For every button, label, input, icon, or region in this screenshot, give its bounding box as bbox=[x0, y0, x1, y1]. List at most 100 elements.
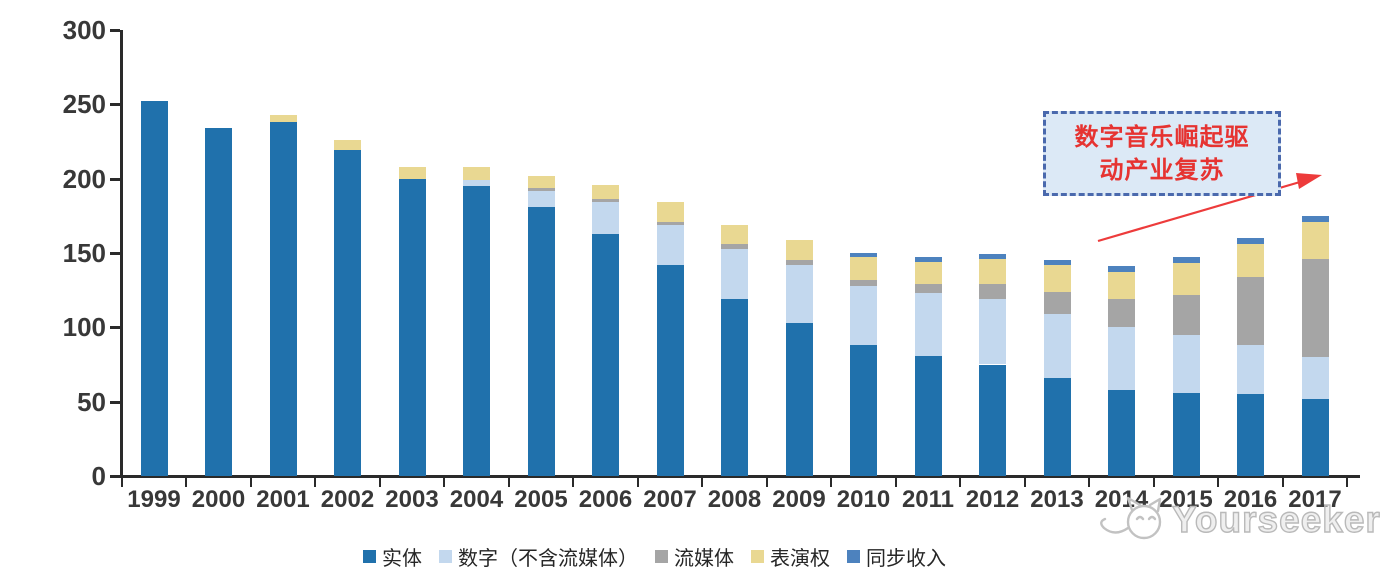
annotation-line-2: 动产业复苏 bbox=[1099, 156, 1225, 184]
bar-segment-physical bbox=[1043, 377, 1071, 476]
legend-swatch-streaming bbox=[655, 550, 668, 563]
bar-segment-streaming bbox=[592, 199, 619, 203]
x-axis-label: 2001 bbox=[256, 486, 310, 513]
x-axis-label: 2015 bbox=[1159, 486, 1213, 513]
bar-segment-performance-rights bbox=[785, 239, 813, 261]
legend-swatch-sync-revenue bbox=[847, 550, 860, 563]
y-axis-tick bbox=[110, 326, 120, 330]
bar-segment-digital-ex-streaming bbox=[785, 264, 813, 323]
bar-segment-physical bbox=[1301, 398, 1329, 476]
y-axis-label: 50 bbox=[77, 386, 106, 417]
bar-segment-digital-ex-streaming bbox=[1172, 334, 1200, 393]
bar-segment-physical bbox=[1172, 392, 1200, 476]
legend-label-digital-ex-streaming: 数字（不含流媒体） bbox=[458, 548, 638, 570]
x-axis-label: 2010 bbox=[836, 486, 891, 513]
y-axis-label: 200 bbox=[62, 163, 106, 194]
bar-segment-physical bbox=[398, 178, 426, 476]
x-axis-tick bbox=[636, 478, 639, 487]
x-axis-tick bbox=[959, 478, 962, 487]
bar-segment-performance-rights bbox=[463, 166, 490, 181]
x-axis-tick bbox=[378, 478, 381, 487]
x-axis-label: 2016 bbox=[1223, 486, 1278, 513]
legend-item-physical: 实体 bbox=[363, 542, 422, 571]
bar-segment-physical bbox=[269, 122, 297, 476]
bar-segment-physical bbox=[527, 206, 555, 476]
bar-segment-performance-rights bbox=[979, 258, 1006, 285]
annotation-line-1: 数字音乐崛起驱 bbox=[1074, 123, 1250, 151]
bar-segment-streaming bbox=[785, 260, 813, 265]
bar-segment-performance-rights bbox=[592, 184, 619, 200]
cat-logo-icon bbox=[1100, 496, 1162, 540]
bar-segment-digital-ex-streaming bbox=[463, 180, 490, 187]
bar-segment-digital-ex-streaming bbox=[850, 285, 877, 346]
bar-segment-performance-rights bbox=[1172, 263, 1200, 295]
y-axis-tick bbox=[110, 29, 120, 32]
x-axis-tick bbox=[701, 478, 704, 487]
bar-segment-physical bbox=[463, 186, 490, 476]
bar-segment-physical bbox=[721, 299, 748, 476]
bar-segment-streaming bbox=[979, 284, 1006, 300]
bar-segment-sync-revenue bbox=[1172, 257, 1200, 264]
bar-segment-physical bbox=[785, 322, 813, 476]
bar-segment-performance-rights bbox=[527, 175, 555, 188]
x-axis-tick bbox=[830, 478, 833, 487]
bar-segment-digital-ex-streaming bbox=[1301, 357, 1329, 399]
bar-segment-digital-ex-streaming bbox=[656, 224, 684, 265]
y-axis-line bbox=[120, 30, 123, 476]
watermark: Yourseeker bbox=[1090, 496, 1381, 544]
x-axis-tick bbox=[572, 478, 575, 487]
bar-segment-sync-revenue bbox=[979, 254, 1006, 259]
bar-segment-streaming bbox=[527, 187, 555, 191]
bar-segment-performance-rights bbox=[656, 202, 684, 222]
y-axis-label: 300 bbox=[62, 15, 106, 45]
bar-segment-physical bbox=[205, 128, 232, 476]
bar-segment-performance-rights bbox=[850, 257, 877, 280]
bar-segment-sync-revenue bbox=[1237, 238, 1264, 245]
bar-segment-streaming bbox=[1043, 291, 1071, 314]
x-axis-label: 2017 bbox=[1288, 486, 1342, 513]
x-axis-label: 2014 bbox=[1094, 486, 1149, 513]
bar-segment-physical bbox=[979, 364, 1006, 476]
x-axis-tick bbox=[1088, 478, 1091, 487]
x-axis-label: 2006 bbox=[578, 486, 633, 513]
x-axis-label: 2009 bbox=[772, 486, 826, 513]
bar-segment-digital-ex-streaming bbox=[1108, 327, 1135, 390]
x-axis-tick bbox=[1023, 478, 1026, 487]
bar-segment-performance-rights bbox=[1043, 264, 1071, 292]
legend-swatch-performance-rights bbox=[751, 550, 764, 563]
bar-segment-performance-rights bbox=[914, 261, 942, 285]
x-axis-label: 2004 bbox=[449, 486, 504, 513]
bar-segment-digital-ex-streaming bbox=[1043, 313, 1071, 378]
bar-segment-streaming bbox=[656, 221, 684, 225]
y-axis-label: 100 bbox=[62, 312, 106, 343]
x-axis-label: 2002 bbox=[320, 486, 375, 513]
annotation-callout: 数字音乐崛起驱 动产业复苏 bbox=[1043, 111, 1281, 196]
bar-segment-physical bbox=[914, 355, 942, 476]
x-axis-label: 2007 bbox=[643, 486, 697, 513]
x-axis-label: 2013 bbox=[1030, 486, 1084, 513]
bar-segment-sync-revenue bbox=[1301, 215, 1329, 222]
bar-segment-performance-rights bbox=[1108, 272, 1135, 300]
bar-segment-sync-revenue bbox=[914, 257, 942, 262]
bar-segment-physical bbox=[1237, 394, 1264, 476]
x-axis-tick bbox=[1346, 478, 1349, 487]
y-axis-label: 250 bbox=[62, 89, 106, 120]
legend-label-sync-revenue: 同步收入 bbox=[866, 548, 946, 570]
bar-segment-performance-rights bbox=[721, 224, 748, 245]
bar-segment-digital-ex-streaming bbox=[914, 293, 942, 356]
x-axis-tick bbox=[894, 478, 897, 487]
watermark-text: Yourseeker bbox=[1171, 498, 1381, 540]
y-axis-label: 0 bbox=[91, 461, 106, 491]
bar-segment-digital-ex-streaming bbox=[527, 190, 555, 207]
x-axis-tick bbox=[1217, 478, 1220, 487]
bar-segment-performance-rights bbox=[398, 166, 426, 179]
x-axis-tick bbox=[120, 478, 123, 487]
bar-segment-streaming bbox=[721, 244, 748, 249]
bar-segment-streaming bbox=[1172, 294, 1200, 335]
x-axis-line bbox=[114, 475, 1360, 478]
x-axis-label: 2011 bbox=[901, 486, 955, 513]
bar-segment-streaming bbox=[1108, 299, 1135, 328]
y-axis-tick bbox=[110, 400, 120, 404]
legend-label-performance-rights: 表演权 bbox=[770, 548, 830, 570]
